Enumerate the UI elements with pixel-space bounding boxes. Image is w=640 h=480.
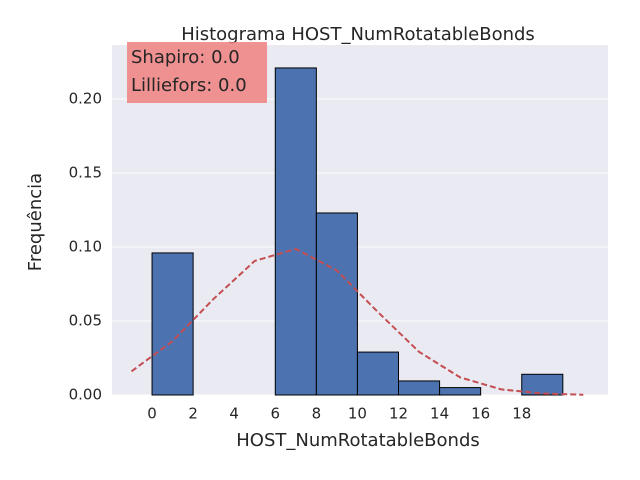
x-tick-label: 2 — [188, 405, 198, 423]
plot-area — [112, 45, 608, 395]
y-tick-label: 0.10 — [69, 238, 102, 256]
x-tick-label: 18 — [512, 405, 531, 423]
bar — [521, 373, 564, 396]
x-tick-label: 12 — [389, 405, 408, 423]
annotation: Lilliefors: 0.0 — [131, 75, 247, 96]
bar — [439, 387, 482, 396]
chart-title: Histograma HOST_NumRotatableBonds — [181, 24, 535, 45]
x-tick-label: 10 — [348, 405, 367, 423]
bar — [151, 252, 194, 396]
y-tick-label: 0.15 — [69, 164, 102, 182]
annotation: Shapiro: 0.0 — [131, 47, 240, 68]
x-tick-label: 16 — [471, 405, 490, 423]
bar — [356, 351, 400, 396]
bar — [398, 380, 441, 396]
x-tick-label: 8 — [312, 405, 322, 423]
x-axis-label: HOST_NumRotatableBonds — [236, 430, 480, 451]
y-tick-label: 0.00 — [69, 386, 102, 404]
bar — [274, 67, 317, 396]
x-tick-label: 14 — [430, 405, 449, 423]
x-tick-label: 0 — [147, 405, 157, 423]
x-tick-label: 6 — [271, 405, 281, 423]
y-tick-label: 0.20 — [69, 90, 102, 108]
fit-curve — [130, 247, 584, 396]
y-axis-label: Frequência — [25, 173, 46, 271]
x-tick-label: 4 — [229, 405, 239, 423]
annotation-box — [127, 42, 267, 103]
bar — [315, 212, 358, 396]
y-tick-label: 0.05 — [69, 312, 102, 330]
